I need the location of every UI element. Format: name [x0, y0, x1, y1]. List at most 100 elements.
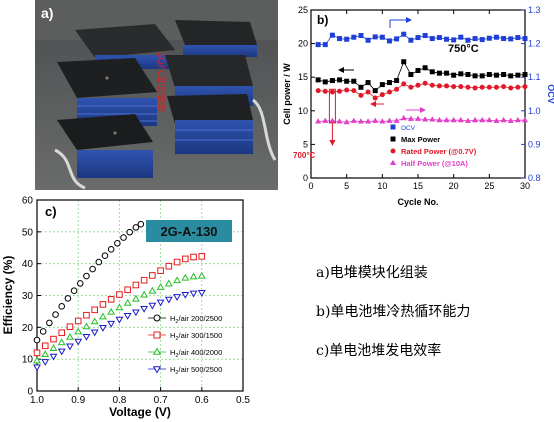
data-point	[337, 88, 343, 94]
data-point	[422, 33, 428, 39]
y-tick-label-left: 0	[303, 173, 308, 183]
data-point	[358, 84, 364, 90]
data-point	[515, 72, 521, 78]
data-point	[315, 42, 321, 48]
data-point	[66, 323, 74, 330]
data-point	[329, 78, 335, 84]
data-point	[414, 115, 422, 121]
y-tick-label-left: 10	[298, 106, 308, 116]
data-point	[33, 349, 41, 357]
y-axis-right-label: OCV	[546, 84, 554, 104]
data-point	[364, 118, 372, 124]
data-point	[444, 83, 450, 89]
data-point	[132, 224, 140, 231]
data-point	[131, 294, 140, 302]
data-point	[64, 295, 72, 302]
data-point	[401, 59, 407, 65]
legend-marker	[153, 331, 161, 339]
y-tick-label-right: 1.2	[528, 39, 541, 49]
y-tick-label: 60	[22, 196, 34, 207]
data-point	[107, 320, 116, 328]
data-point	[379, 34, 385, 40]
data-point	[107, 296, 115, 303]
legend-marker	[153, 314, 161, 322]
data-point	[344, 87, 350, 93]
cycle-chart: 0 5 10 15 20 25 30 0 5 10 15 20 25 0.8 0.9 1.0 1.1 1.2 1.3…	[278, 0, 554, 214]
data-point	[479, 84, 485, 90]
data-point	[471, 116, 479, 123]
data-point	[336, 118, 343, 124]
data-point	[500, 116, 507, 123]
data-point	[408, 84, 414, 90]
data-point	[351, 78, 357, 84]
x-tick-label: 25	[484, 181, 494, 191]
data-point	[394, 78, 400, 84]
y-tick-label: 20	[22, 323, 34, 334]
data-point	[415, 67, 421, 73]
data-point	[522, 36, 528, 42]
data-point	[472, 85, 478, 91]
data-point	[58, 303, 66, 310]
x-tick-label: 10	[377, 181, 387, 191]
data-point	[472, 73, 478, 79]
y-axis-label: Efficiency (%)	[1, 256, 15, 335]
legend-entry: Rated Power (@0.7V)	[401, 147, 477, 156]
data-point	[99, 301, 107, 308]
caption-b: b)单电池堆冷热循环能力	[316, 304, 471, 320]
data-point	[57, 348, 66, 356]
data-point	[458, 71, 464, 77]
max-power-arrow-head	[338, 67, 344, 73]
data-point	[379, 118, 386, 124]
data-point	[33, 356, 41, 364]
data-point	[70, 287, 78, 295]
stack-photo: a) SOFC电堆模块	[35, 0, 278, 190]
legend-marker	[152, 366, 162, 374]
data-point	[329, 89, 335, 95]
legend-entry: H2/air 200/2500	[170, 314, 222, 325]
data-point	[358, 92, 364, 98]
data-point	[50, 335, 57, 343]
data-point	[458, 34, 464, 40]
data-point	[514, 116, 521, 123]
x-tick-label: 15	[413, 181, 423, 191]
data-point	[501, 72, 507, 78]
data-point	[90, 329, 99, 337]
data-point	[400, 114, 407, 121]
data-point	[66, 332, 74, 340]
data-point	[486, 116, 493, 123]
data-point	[74, 327, 83, 335]
caption-a: a)电堆模块化组装	[316, 265, 428, 281]
y-tick-label-right: 1.3	[528, 5, 541, 15]
cable	[54, 148, 86, 190]
data-point	[343, 118, 350, 125]
data-point	[507, 117, 514, 123]
data-point	[372, 95, 378, 101]
dip-highlight-box	[328, 88, 336, 124]
data-point	[322, 117, 329, 123]
data-point	[41, 350, 50, 357]
data-point	[33, 336, 41, 344]
data-point	[372, 34, 378, 40]
data-point	[322, 42, 328, 48]
data-point	[401, 31, 407, 37]
data-point	[350, 117, 357, 123]
data-point	[407, 115, 414, 121]
data-point	[486, 84, 492, 90]
data-point	[173, 276, 182, 284]
data-point	[465, 84, 471, 90]
dip-annotation: 700°C	[293, 151, 316, 160]
efficiency-chart: 1.0 0.9 0.8 0.7 0.6 0.5 0 10 20 30 40 50 60 Voltage (…	[0, 190, 278, 422]
caption-c: c)单电池堆发电效率	[316, 343, 442, 359]
data-point	[344, 36, 350, 42]
data-point	[443, 116, 450, 123]
data-point	[181, 291, 190, 299]
data-point	[372, 88, 378, 94]
x-tick-label: 0	[308, 181, 313, 191]
panel-c-label: c)	[45, 204, 57, 219]
data-point	[379, 92, 385, 98]
data-point	[197, 271, 206, 279]
data-point	[315, 88, 321, 94]
data-point	[181, 273, 190, 281]
x-tick-label: 20	[449, 181, 459, 191]
data-point	[114, 239, 121, 247]
